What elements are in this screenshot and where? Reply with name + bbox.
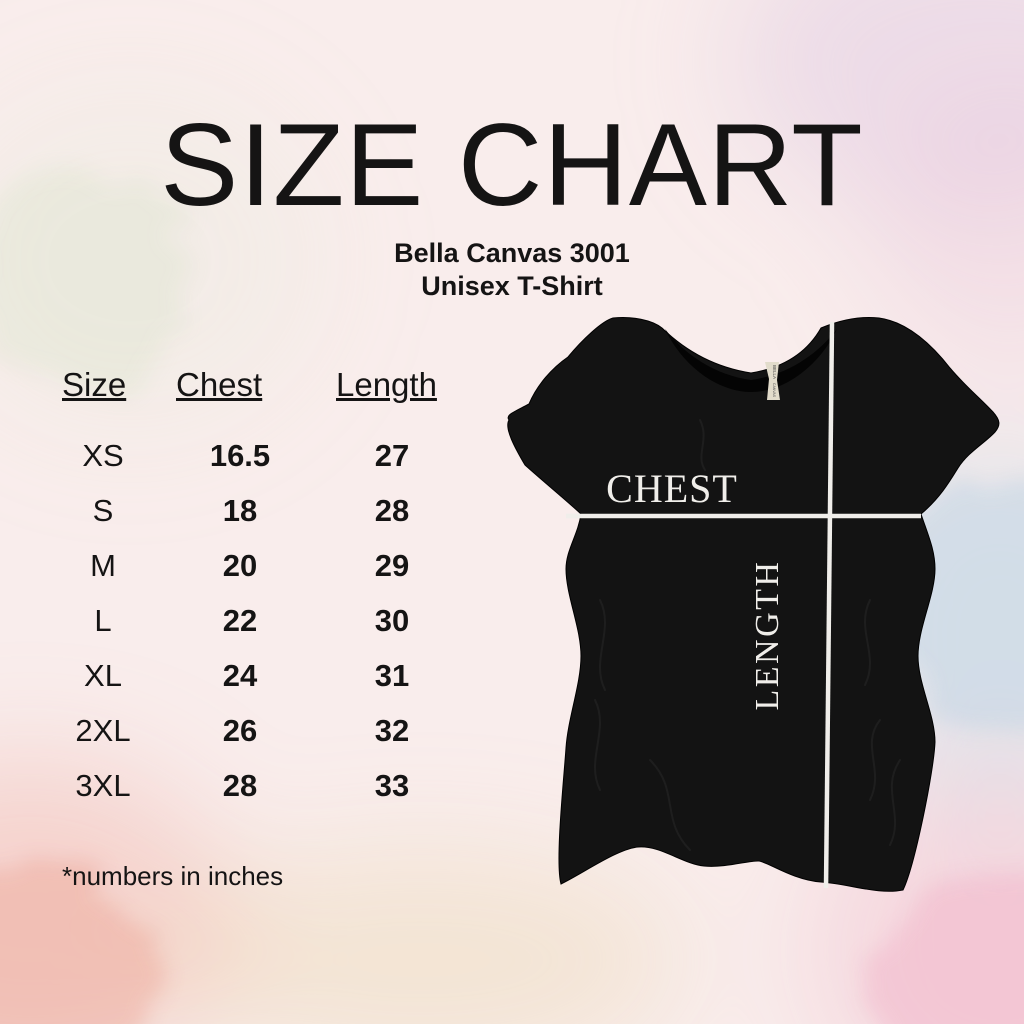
svg-text:LENGTH: LENGTH [749,560,786,711]
svg-text:CANVAS: CANVAS [772,383,776,398]
svg-text:BELLA: BELLA [772,365,777,379]
svg-text:CHEST: CHEST [606,466,738,511]
